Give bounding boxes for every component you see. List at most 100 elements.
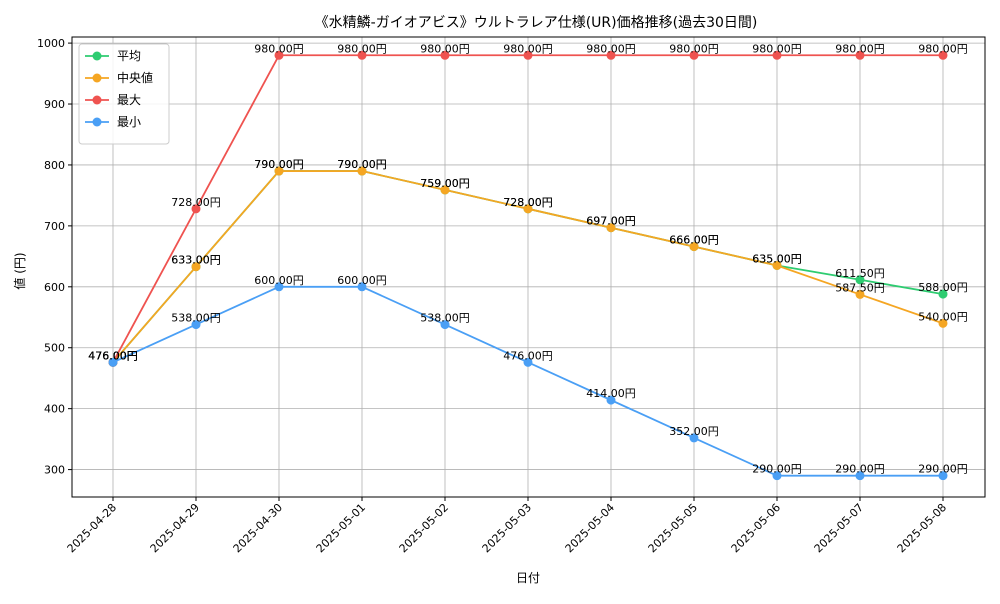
data-label: 728.00円 (503, 196, 553, 209)
data-point (274, 282, 284, 292)
data-label: 633.00円 (171, 254, 221, 267)
data-label: 697.00円 (586, 215, 636, 228)
y-tick-label: 300 (44, 464, 65, 477)
x-tick-label: 2025-05-07 (812, 501, 866, 555)
data-point (606, 395, 616, 405)
data-point (938, 289, 948, 299)
y-tick-label: 1000 (37, 37, 65, 50)
data-point (606, 223, 616, 233)
data-point (938, 318, 948, 328)
data-point (523, 357, 533, 367)
data-point (855, 275, 865, 285)
data-label: 728.00円 (171, 196, 221, 209)
legend-swatch-marker (92, 73, 102, 83)
series-group (108, 50, 948, 481)
data-label: 980.00円 (835, 42, 885, 55)
data-label: 980.00円 (503, 42, 553, 55)
data-label: 290.00円 (918, 463, 968, 476)
data-point (772, 260, 782, 270)
legend-label: 平均 (117, 49, 141, 63)
data-label: 790.00円 (254, 158, 304, 171)
data-label: 666.00円 (669, 234, 719, 247)
data-label: 980.00円 (669, 42, 719, 55)
data-point (274, 166, 284, 176)
data-label: 587.50円 (835, 281, 885, 294)
data-label: 476.00円 (88, 349, 138, 362)
chart-title: 《水精鱗-ガイオアビス》ウルトラレア仕様(UR)価格推移(過去30日間) (315, 15, 758, 31)
x-tick-label: 2025-05-05 (646, 501, 700, 555)
y-tick-label: 900 (44, 98, 65, 111)
data-point (772, 50, 782, 60)
data-label: 790.00円 (337, 158, 387, 171)
data-label: 980.00円 (420, 42, 470, 55)
data-label: 728.00円 (503, 196, 553, 209)
legend-label: 最大 (117, 93, 141, 107)
data-point (689, 242, 699, 252)
data-labels: 476.00円 633.00円 790.00円 790.00円 759.00円 728.0… (88, 42, 968, 475)
axes: 300 400 500 600 700 800 900 1000 2025-04-28 2025-… (37, 36, 986, 555)
data-label: 538.00円 (171, 312, 221, 325)
data-label: 600.00円 (254, 274, 304, 287)
data-point (357, 166, 367, 176)
x-tick-label: 2025-05-08 (895, 501, 949, 555)
legend-swatch-marker (92, 51, 102, 61)
data-label: 600.00円 (337, 274, 387, 287)
y-tick-label: 400 (44, 403, 65, 416)
data-label: 611.50円 (835, 267, 885, 280)
data-point (108, 357, 118, 367)
data-point (606, 50, 616, 60)
y-tick-label: 500 (44, 342, 65, 355)
x-tick-label: 2025-05-04 (563, 501, 617, 555)
legend-swatch-marker (92, 117, 102, 127)
data-point (523, 204, 533, 214)
legend-label: 最小 (117, 115, 141, 129)
x-tick-label: 2025-04-29 (148, 501, 202, 555)
data-label: 476.00円 (503, 349, 553, 362)
data-point (440, 320, 450, 330)
legend-label: 中央値 (117, 70, 153, 85)
y-tick-label: 600 (44, 281, 65, 294)
data-label: 538.00円 (420, 312, 470, 325)
x-tick-label: 2025-05-02 (397, 501, 451, 555)
data-point (440, 185, 450, 195)
data-point (855, 471, 865, 481)
data-point (523, 50, 533, 60)
legend-swatch-marker (92, 95, 102, 105)
data-point (357, 50, 367, 60)
data-point (689, 433, 699, 443)
data-label: 759.00円 (420, 177, 470, 190)
data-label: 980.00円 (254, 42, 304, 55)
data-point (938, 50, 948, 60)
x-tick-label: 2025-05-03 (480, 501, 534, 555)
y-tick-label: 700 (44, 220, 65, 233)
y-axis-title: 値 (円) (12, 252, 27, 289)
data-label: 759.00円 (420, 177, 470, 190)
x-tick-label: 2025-05-01 (314, 501, 368, 555)
data-point (191, 204, 201, 214)
data-label: 635.00円 (752, 252, 802, 265)
data-label: 476.00円 (88, 349, 138, 362)
x-tick-label: 2025-04-28 (65, 501, 119, 555)
data-label: 290.00円 (835, 463, 885, 476)
data-label: 635.00円 (752, 252, 802, 265)
data-label: 540.00円 (918, 310, 968, 323)
grid (72, 37, 985, 497)
data-point (772, 471, 782, 481)
x-tick-label: 2025-05-06 (729, 501, 783, 555)
data-label: 414.00円 (586, 387, 636, 400)
data-label: 666.00円 (669, 234, 719, 247)
data-label: 290.00円 (752, 463, 802, 476)
data-point (440, 50, 450, 60)
data-label: 352.00円 (669, 425, 719, 438)
data-label: 476.00円 (88, 349, 138, 362)
data-point (855, 50, 865, 60)
data-label: 476.00円 (88, 349, 138, 362)
legend-box (78, 43, 170, 145)
data-label: 980.00円 (752, 42, 802, 55)
data-point (191, 262, 201, 272)
data-point (191, 320, 201, 330)
x-axis-title: 日付 (516, 571, 540, 585)
data-label: 633.00円 (171, 254, 221, 267)
